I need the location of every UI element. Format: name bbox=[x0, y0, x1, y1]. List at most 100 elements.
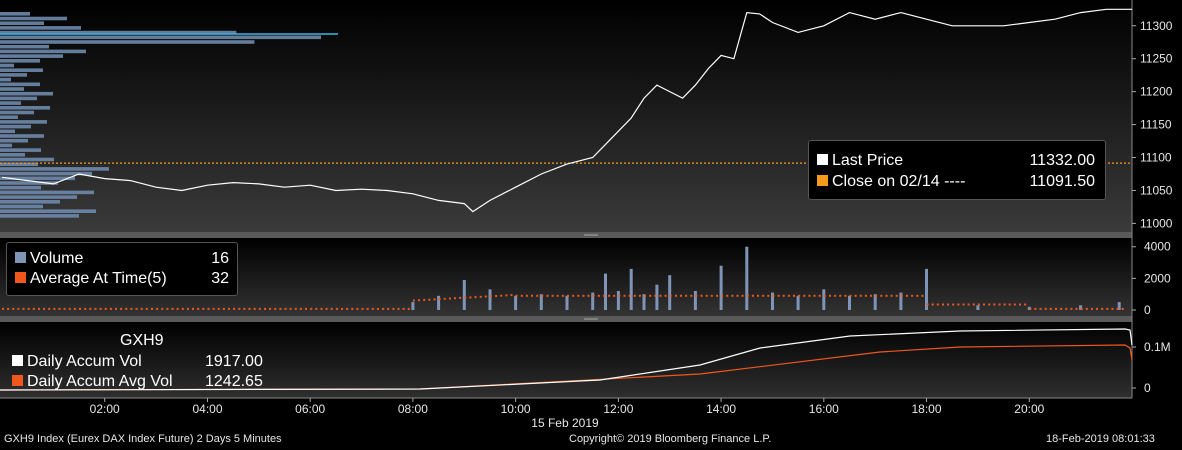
avg-time-mark bbox=[412, 299, 415, 302]
profile-bar bbox=[0, 124, 31, 129]
avg-time-mark bbox=[212, 307, 215, 310]
volume-ytick-label: 4000 bbox=[1144, 240, 1171, 254]
avg-time-mark bbox=[854, 294, 857, 297]
avg-time-mark bbox=[541, 294, 544, 297]
avg-time-mark bbox=[875, 294, 878, 297]
avg-time-mark bbox=[505, 294, 508, 297]
avg-time-mark bbox=[192, 307, 194, 310]
avg-time-mark bbox=[469, 296, 472, 299]
legend-swatch-white bbox=[817, 153, 828, 165]
avg-time-mark bbox=[916, 294, 919, 297]
avg-time-mark bbox=[962, 303, 965, 306]
profile-bar bbox=[0, 195, 77, 199]
avg-time-mark bbox=[633, 294, 636, 297]
avg-time-mark bbox=[433, 298, 436, 301]
avg-time-mark bbox=[654, 294, 657, 297]
volume-bar bbox=[411, 302, 415, 310]
avg-time-mark bbox=[1116, 307, 1119, 310]
accum-panel-background bbox=[0, 322, 1132, 398]
x-tick-label: 16:00 bbox=[809, 402, 839, 416]
avg-time-mark bbox=[341, 307, 343, 310]
avg-time-mark bbox=[757, 294, 759, 297]
avg-time-mark bbox=[926, 303, 929, 306]
profile-bar bbox=[0, 209, 96, 213]
avg-time-mark bbox=[659, 294, 662, 297]
x-tick-label: 12:00 bbox=[603, 402, 633, 416]
profile-bar bbox=[0, 35, 321, 40]
volume-bar bbox=[1079, 305, 1083, 310]
avg-time-mark bbox=[525, 294, 528, 297]
avg-time-mark bbox=[1075, 307, 1078, 310]
avg-time-mark bbox=[808, 294, 811, 297]
volume-legend[interactable]: Volume 16 Average At Time(5) 32 bbox=[6, 242, 238, 296]
price-legend[interactable]: Last Price 11332.00 Close on 02/14 ---- … bbox=[808, 140, 1106, 200]
avg-time-mark bbox=[248, 307, 251, 310]
profile-bar bbox=[0, 181, 58, 185]
avg-time-mark bbox=[32, 307, 35, 310]
avg-time-mark bbox=[238, 307, 241, 310]
profile-bar bbox=[0, 12, 30, 16]
avg-time-mark bbox=[1003, 303, 1006, 306]
avg-time-mark bbox=[546, 294, 549, 297]
avg-time-mark bbox=[186, 307, 189, 310]
avg-time-mark bbox=[906, 294, 908, 297]
volume-bar bbox=[976, 305, 980, 310]
price-ytick-label: 11250 bbox=[1140, 52, 1173, 66]
avg-time-mark bbox=[834, 294, 837, 297]
volume-bar bbox=[514, 295, 518, 310]
avg-time-mark bbox=[299, 307, 302, 310]
profile-bar bbox=[0, 82, 40, 87]
legend-volume: Volume bbox=[15, 249, 83, 269]
legend-last-price: Last Price bbox=[817, 151, 903, 171]
avg-time-mark bbox=[104, 307, 107, 310]
volume-panel: 0 2000 4000 bbox=[2, 240, 1171, 317]
avg-time-mark bbox=[700, 294, 703, 297]
panel-divider-2[interactable] bbox=[0, 316, 1132, 322]
accum-panel: 0 0.1M bbox=[0, 328, 1171, 395]
avg-time-mark bbox=[556, 294, 559, 297]
avg-time-mark bbox=[844, 294, 847, 297]
profile-bar bbox=[0, 91, 53, 96]
x-tick-label: 10:00 bbox=[501, 402, 531, 416]
profile-bar bbox=[0, 87, 24, 91]
avg-time-mark bbox=[284, 307, 287, 310]
avg-time-mark bbox=[63, 307, 66, 310]
panel-divider-1[interactable] bbox=[0, 232, 1132, 238]
avg-time-mark bbox=[161, 307, 164, 310]
avg-time-mark bbox=[361, 307, 364, 310]
profile-bar bbox=[0, 162, 38, 166]
avg-time-mark bbox=[885, 294, 888, 297]
avg-time-mark bbox=[58, 307, 61, 310]
last-price-line bbox=[1, 8, 1132, 213]
x-tick-label: 02:00 bbox=[90, 402, 120, 416]
avg-time-mark bbox=[669, 294, 672, 297]
avg-time-mark bbox=[829, 294, 831, 297]
avg-time-mark bbox=[1101, 307, 1104, 310]
avg-time-mark bbox=[145, 307, 148, 310]
legend-swatch-red bbox=[15, 271, 26, 283]
profile-bar bbox=[0, 30, 237, 35]
avg-time-mark bbox=[197, 307, 200, 310]
avg-time-mark bbox=[1096, 307, 1098, 310]
avg-time-mark bbox=[27, 307, 30, 310]
price-ytick-label: 11000 bbox=[1140, 216, 1173, 230]
avg-time-mark bbox=[551, 294, 554, 297]
avg-time-mark bbox=[767, 294, 770, 297]
avg-time-mark bbox=[967, 303, 970, 306]
profile-bar bbox=[0, 44, 49, 49]
footer-security: GXH9 Index (Eurex DAX Index Future) 2 Da… bbox=[4, 433, 282, 445]
avg-time-mark bbox=[346, 307, 349, 310]
volume-bar bbox=[848, 295, 851, 310]
avg-time-mark bbox=[151, 307, 153, 310]
avg-time-mark bbox=[664, 294, 667, 297]
avg-time-mark bbox=[793, 294, 795, 297]
avg-time-mark bbox=[500, 294, 503, 297]
legend-accum-avg-value: 1242.65 bbox=[205, 373, 263, 390]
avg-time-mark bbox=[279, 307, 282, 310]
avg-time-mark bbox=[99, 307, 102, 310]
volume-bar bbox=[668, 275, 672, 310]
legend-last-price-label: Last Price bbox=[832, 152, 904, 169]
volume-bar bbox=[693, 291, 697, 310]
volume-bar bbox=[591, 292, 595, 310]
